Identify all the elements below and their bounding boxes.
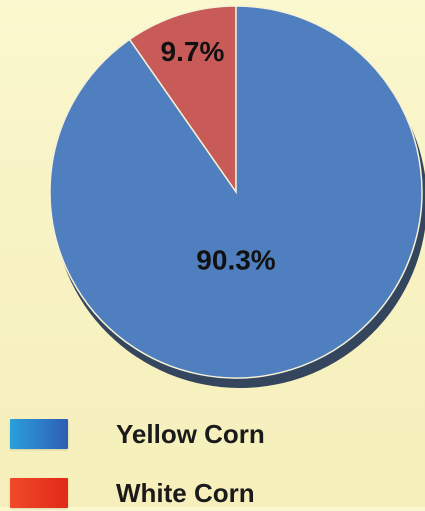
legend-item-yellow-corn: Yellow Corn (10, 416, 265, 452)
legend-swatch-yellow-corn (10, 419, 68, 449)
pie-label-yellow-corn: 90.3% (196, 244, 275, 275)
pie-slice-yellow-corn (49, 5, 423, 379)
legend-label-white-corn: White Corn (116, 477, 255, 508)
legend-item-white-corn: White Corn (10, 475, 255, 511)
pie-slice-white-corn (128, 5, 237, 195)
legend-label-yellow-corn: Yellow Corn (116, 418, 265, 449)
legend-swatch-white-corn (10, 478, 68, 508)
pie-label-white-corn: 9.7% (161, 36, 225, 67)
